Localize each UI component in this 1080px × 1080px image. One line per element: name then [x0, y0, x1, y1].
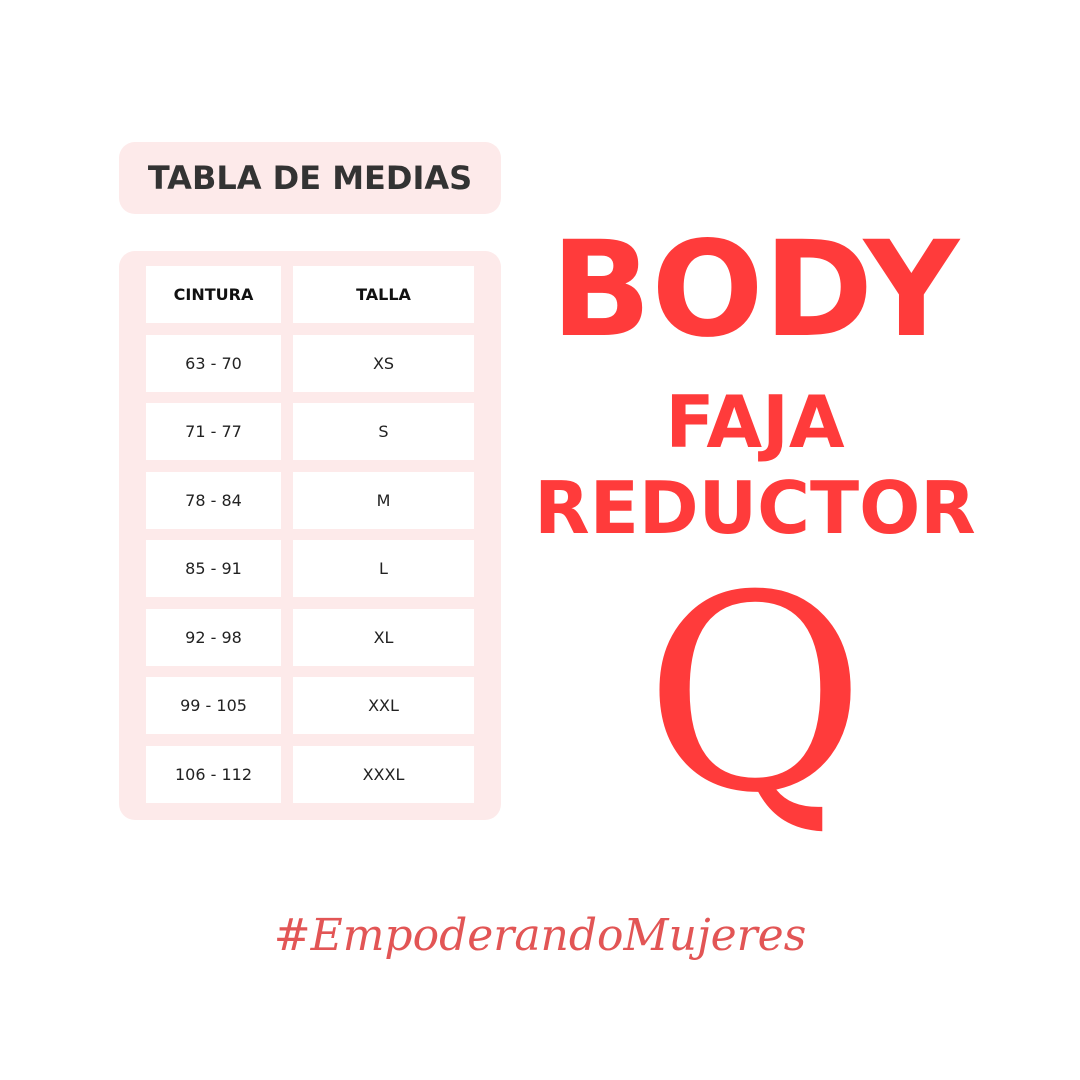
table-cell: 63 - 70	[146, 334, 281, 392]
table-cell: M	[293, 471, 474, 529]
product-name-body: BODY	[550, 213, 960, 367]
table-cell: 106 - 112	[146, 745, 281, 803]
table-cell: 85 - 91	[146, 540, 281, 597]
product-name-reductor: REDUCTOR	[534, 466, 976, 550]
table-cell: 92 - 98	[146, 608, 281, 666]
size-table: CINTURA TALLA 63 - 70 XS 71 - 77 S 78 - 84 M 85 …	[119, 251, 501, 820]
table-header-cell: TALLA	[293, 266, 474, 323]
hashtag: #EmpoderandoMujeres	[273, 910, 807, 961]
table-cell: 99 - 105	[146, 677, 281, 734]
table-cell: S	[293, 403, 474, 460]
table-header-cell: CINTURA	[146, 266, 281, 323]
product-name-faja: FAJA	[665, 380, 845, 464]
table-cell: L	[293, 540, 474, 597]
table-cell: 78 - 84	[146, 471, 281, 529]
table-cell: XL	[293, 608, 474, 666]
table-cell: 71 - 77	[146, 403, 281, 460]
table-title: TABLA DE MEDIAS	[119, 142, 501, 214]
table-cell: XXL	[293, 677, 474, 734]
table-cell: XS	[293, 334, 474, 392]
table-cell: XXXL	[293, 745, 474, 803]
brand-logo: Q	[644, 537, 866, 852]
